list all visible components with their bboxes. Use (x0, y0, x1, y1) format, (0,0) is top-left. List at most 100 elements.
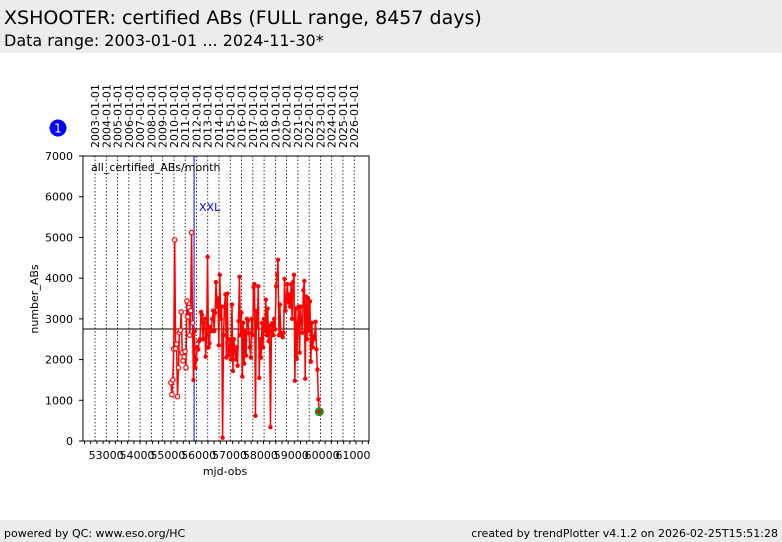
data-point (291, 272, 297, 278)
top-axis-label: 2013-01-01 (202, 84, 215, 148)
data-point (237, 274, 242, 280)
data-point (215, 296, 221, 301)
top-axis-label: 2022-01-01 (303, 84, 316, 148)
top-axis-label: 2020-01-01 (281, 84, 294, 148)
data-point (226, 349, 232, 354)
data-point (265, 306, 270, 311)
top-axis-label: 2011-01-01 (179, 84, 192, 148)
data-point (315, 367, 320, 372)
data-point (245, 318, 251, 324)
data-point-open (187, 307, 194, 314)
data-point (218, 316, 223, 322)
data-point (207, 341, 212, 346)
data-point-open (170, 377, 176, 383)
x-tick-label: 61000 (335, 449, 370, 462)
data-point (264, 332, 269, 338)
data-point (230, 368, 236, 374)
data-point (269, 328, 274, 334)
top-axis-label: 2010-01-01 (168, 84, 181, 148)
data-point (314, 347, 319, 352)
top-axis-label: 2006-01-01 (123, 84, 136, 148)
data-point (249, 316, 254, 322)
data-point-open (171, 237, 178, 243)
data-point (206, 345, 211, 350)
data-point (232, 349, 237, 354)
data-point (261, 316, 267, 322)
data-point-open (174, 393, 181, 400)
data-point (295, 320, 300, 326)
data-point (287, 304, 293, 309)
data-point (254, 308, 259, 313)
data-point (239, 310, 244, 315)
data-point (271, 332, 276, 338)
data-point (284, 296, 289, 301)
y-tick-label: 1000 (45, 394, 73, 407)
data-point (247, 345, 253, 350)
data-point (302, 278, 307, 284)
data-point (260, 345, 266, 350)
top-axis-label: 2012-01-01 (190, 84, 203, 148)
data-point (211, 328, 217, 334)
data-point (227, 337, 233, 342)
x-tick-label: 54000 (119, 449, 154, 462)
y-tick-label: 0 (66, 435, 73, 448)
data-point (316, 397, 321, 402)
data-point (259, 320, 265, 326)
top-axis-label: 2004-01-01 (100, 84, 113, 148)
data-point-open (177, 327, 184, 334)
data-point-open (189, 320, 196, 326)
top-axis-label: 2026-01-01 (348, 84, 361, 148)
data-range: Data range: 2003-01-01 ... 2024-11-30* (4, 31, 324, 50)
data-point (272, 326, 278, 332)
data-point (274, 272, 280, 278)
data-point (266, 339, 271, 344)
data-point (242, 328, 248, 334)
top-axis-label: 2003-01-01 (89, 84, 102, 148)
y-tick-label: 6000 (45, 191, 73, 204)
data-point (235, 363, 240, 368)
data-point-open (183, 364, 189, 371)
data-point (243, 353, 249, 358)
data-point (275, 257, 281, 263)
data-point-open (181, 353, 187, 360)
data-point (236, 318, 241, 324)
data-point (267, 323, 272, 328)
data-point (257, 375, 262, 381)
data-point (303, 376, 308, 381)
top-axis-label: 2025-01-01 (337, 84, 350, 148)
data-point (281, 330, 286, 336)
data-point (262, 328, 268, 334)
top-axis-label: 2019-01-01 (269, 84, 282, 148)
top-axis-label: 2018-01-01 (258, 84, 271, 148)
data-point (231, 337, 237, 342)
data-point (308, 359, 314, 364)
data-point (300, 330, 305, 335)
y-tick-label: 2000 (45, 354, 73, 367)
y-tick-label: 5000 (45, 231, 73, 244)
y-axis-label: number_ABs (28, 264, 41, 334)
data-point (253, 413, 258, 418)
data-point (220, 435, 225, 440)
data-point (205, 254, 210, 260)
data-point (282, 276, 287, 282)
badge-circle (49, 119, 67, 137)
footer: powered by QC: www.eso.org/HC created by… (0, 520, 782, 542)
data-point (256, 284, 261, 289)
data-point (301, 288, 306, 293)
event-label: XXL (199, 201, 221, 214)
data-point (229, 302, 235, 307)
data-point (258, 355, 264, 360)
data-point-open (173, 341, 180, 347)
data-point (204, 332, 209, 338)
data-point-open (172, 345, 179, 352)
data-point (213, 280, 219, 285)
data-point (313, 319, 318, 324)
data-point (248, 355, 253, 360)
top-axis-label: 2014-01-01 (213, 84, 226, 148)
data-point (226, 353, 231, 358)
x-tick-label: 57000 (212, 449, 247, 462)
y-tick-label: 3000 (45, 313, 73, 326)
data-point (252, 282, 257, 287)
data-point (203, 354, 208, 359)
data-point (216, 343, 222, 348)
